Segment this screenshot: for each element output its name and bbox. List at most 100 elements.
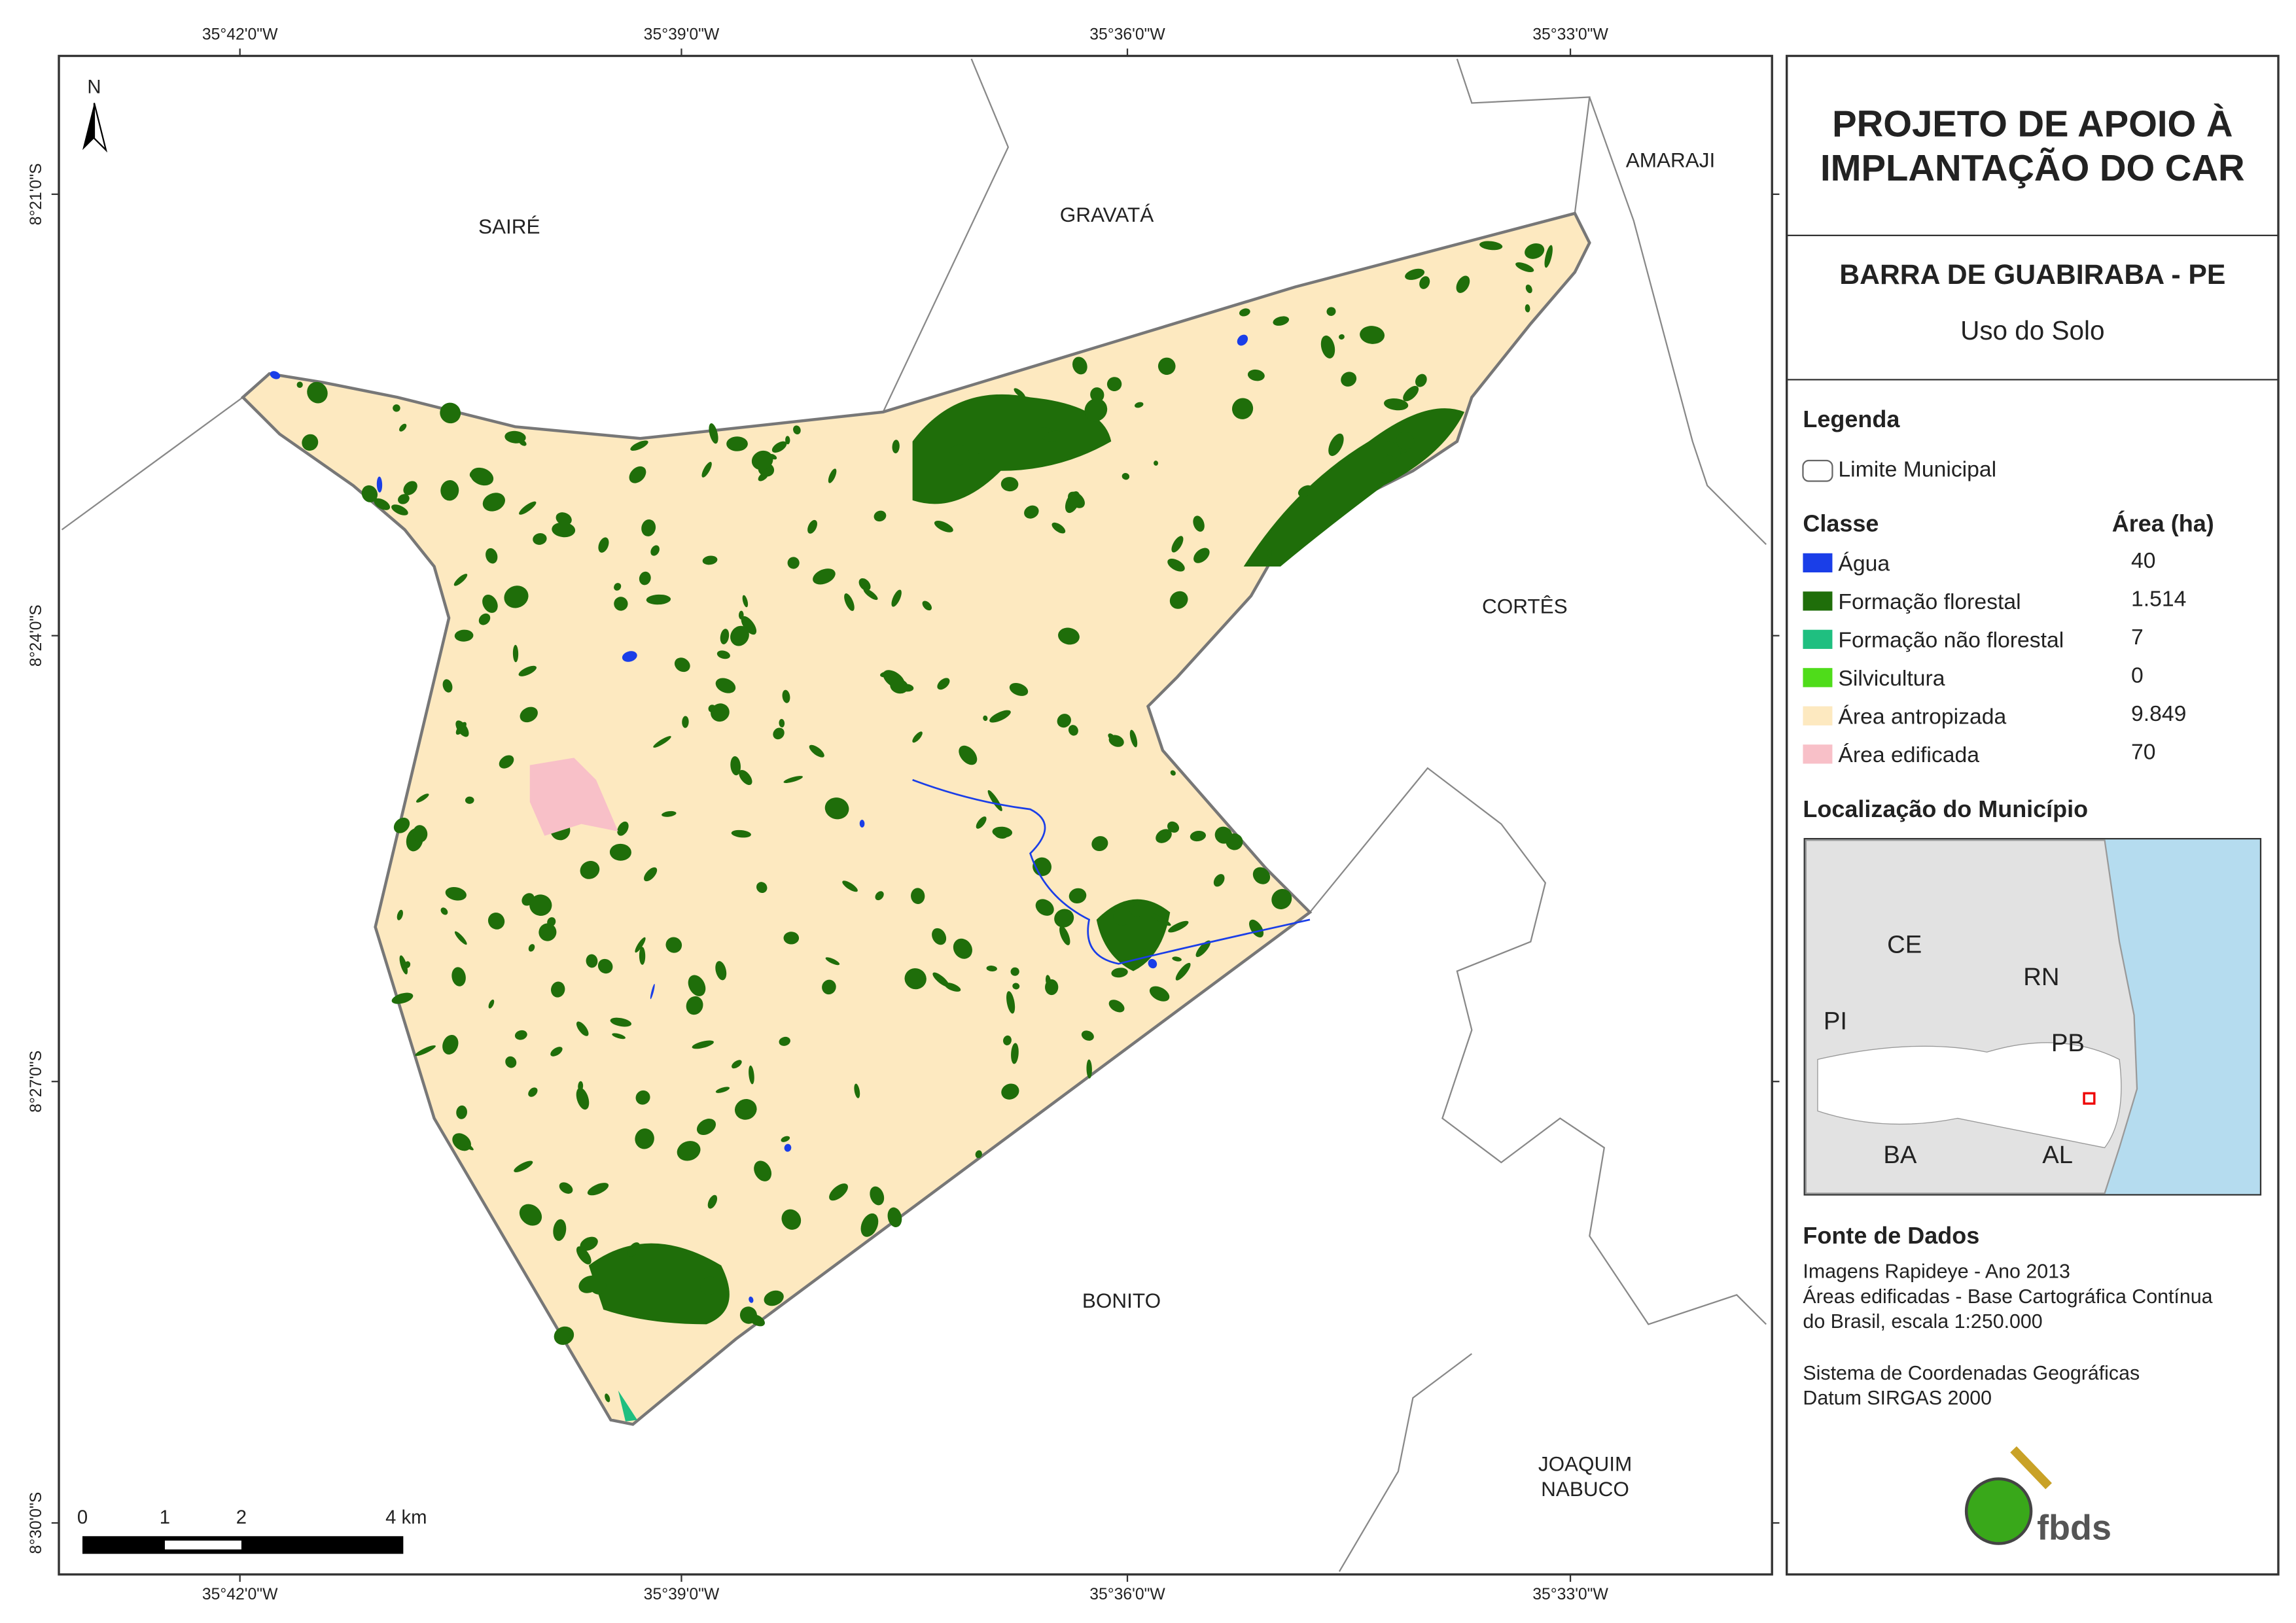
forest-patch [1135, 402, 1144, 408]
forest-patch [617, 821, 629, 836]
scale-label: 0 [77, 1507, 88, 1528]
forest-patch [779, 1036, 790, 1046]
sources: Imagens Rapideye - Ano 2013 Áreas edifica… [1803, 1261, 2212, 1409]
forest-patch [874, 510, 887, 522]
forest-patch [442, 679, 453, 693]
forest-patch [1171, 536, 1184, 553]
forest-patch [813, 568, 836, 585]
forest-patch [393, 404, 400, 412]
forest-patch [554, 1326, 574, 1345]
forest-patch [711, 703, 730, 722]
latitude-label: 8°27'0"S [27, 1051, 45, 1113]
legend-area: 7 [2131, 625, 2144, 650]
water-patch [749, 1296, 754, 1303]
forest-patch [1035, 899, 1054, 916]
forest-patch [307, 381, 328, 404]
panel-border [1786, 54, 2280, 1576]
legend-label: Formação não florestal [1838, 628, 2064, 653]
forest-patch [686, 996, 703, 1015]
forest-patch [1193, 515, 1205, 532]
forest-patch [610, 1017, 632, 1027]
legend-label: Área edificada [1838, 742, 1979, 767]
forest-patch [1195, 940, 1211, 957]
longitude-label: 35°42'0"W [202, 1586, 278, 1603]
forest-patch [949, 444, 970, 466]
forest-patch [518, 439, 527, 446]
forest-patch [983, 715, 988, 722]
forest-patch [742, 595, 749, 608]
forest-patch [1190, 830, 1207, 842]
forest-patch [520, 707, 538, 723]
forest-patch [559, 1182, 573, 1194]
forest-patch [399, 955, 408, 975]
non-forest-patch [618, 1390, 637, 1422]
forest-patch [646, 594, 671, 605]
forest-patch [1193, 548, 1210, 563]
longitude-label: 35°36'0"W [1089, 26, 1165, 44]
forest-patch [551, 981, 565, 998]
forest-patch [1009, 682, 1029, 696]
forest-patch [987, 790, 1002, 811]
forest-patch [870, 1186, 885, 1206]
legend-swatch [1803, 744, 1833, 764]
forest-patch [635, 1090, 650, 1105]
forest-patch [1108, 733, 1115, 740]
forest-patch [442, 1034, 459, 1055]
inset-highlight [2083, 1092, 2096, 1105]
forest-patch [1157, 357, 1176, 375]
forest-patch [528, 944, 535, 952]
forest-patch [403, 481, 417, 495]
forest-patch [504, 585, 529, 608]
forest-patch [1326, 307, 1336, 316]
forest-patch [576, 1087, 590, 1110]
forest-patch [539, 923, 557, 941]
forest-patch [754, 1161, 772, 1181]
state-label: RN [2023, 963, 2059, 991]
forest-patch [399, 423, 407, 432]
forest-patch [361, 485, 378, 502]
forest-patch [391, 992, 414, 1004]
state-label: CE [1887, 930, 1922, 958]
forest-patch [674, 657, 690, 672]
boundary-line [1456, 58, 1591, 214]
state-label: PB [2051, 1029, 2085, 1057]
boundary-line [1338, 1353, 1473, 1572]
forest-patch [822, 979, 836, 995]
forest-patch [986, 966, 997, 971]
forest-patch [1168, 920, 1189, 933]
land-cover-patches [270, 241, 1553, 1422]
water-patch [622, 651, 637, 662]
forest-patch [586, 954, 598, 968]
forest-patch [911, 888, 925, 904]
forest-patch [688, 975, 706, 996]
river [912, 778, 1311, 965]
forest-patch [465, 796, 474, 804]
forest-patch [1172, 956, 1182, 962]
forest-patch [1069, 888, 1087, 904]
forest-patch [959, 745, 978, 765]
forest-patch [1273, 316, 1290, 326]
forest-patch [1213, 874, 1225, 887]
forest-patch [397, 909, 403, 920]
water-patch [1148, 958, 1157, 969]
forest-patch [828, 468, 837, 483]
forest-patch [580, 1236, 598, 1251]
forest-patch [976, 816, 987, 829]
forest-patch [482, 493, 505, 512]
forest-patch [937, 678, 950, 690]
forest-patch [1267, 548, 1272, 558]
forest-patch [614, 597, 628, 611]
forest-patch [1167, 558, 1185, 572]
forest-patch [953, 938, 972, 959]
built-area [529, 758, 618, 836]
forest-patch [469, 470, 478, 479]
forest-patch [552, 522, 576, 538]
boundary-line [61, 396, 243, 531]
forest-patch [598, 537, 609, 553]
forest-patch [665, 937, 682, 953]
side-panel: PROJETO DE APOIO À IMPLANTAÇÃO DO CAR BA… [1786, 54, 2280, 1576]
forest-patch [1339, 334, 1345, 340]
legend-header: Área (ha) [2112, 510, 2214, 537]
legend-swatch [1803, 706, 1833, 725]
logo-text: fbds [2037, 1509, 2111, 1548]
